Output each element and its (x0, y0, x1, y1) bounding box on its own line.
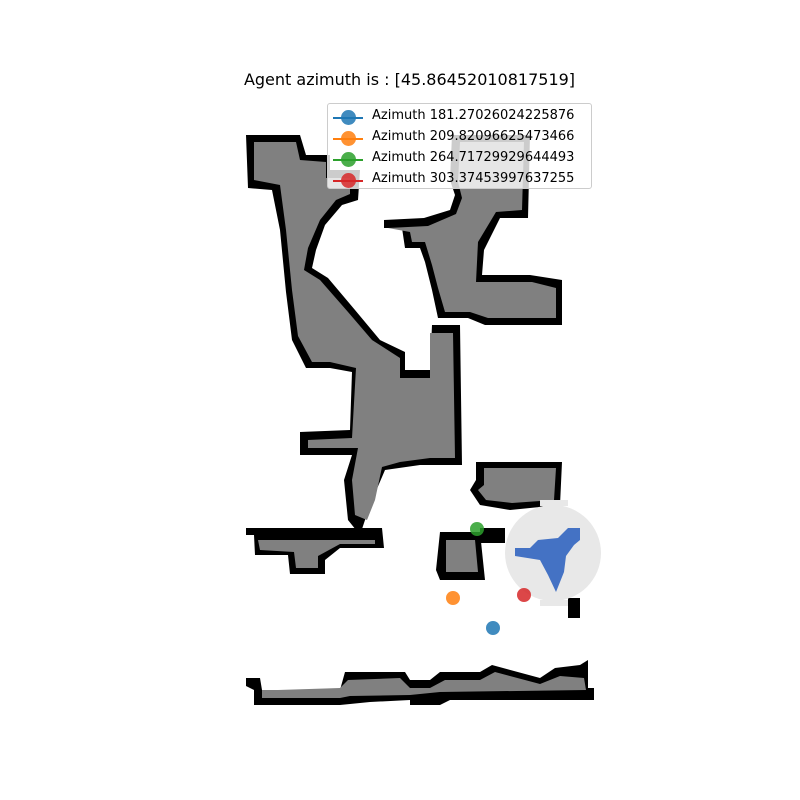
legend-marker (333, 131, 363, 146)
legend-label: Azimuth 303.37453997637255 (372, 171, 575, 186)
legend-item: Azimuth 264.71729929644493 (328, 149, 591, 169)
agent-arrow-icon (515, 528, 580, 592)
legend-marker (333, 110, 363, 125)
data-points (446, 522, 531, 635)
chart-legend: Azimuth 181.27026024225876 Azimuth 209.8… (327, 103, 592, 189)
legend-item: Azimuth 209.82096625473466 (328, 128, 591, 148)
legend-label: Azimuth 181.27026024225876 (372, 108, 575, 123)
legend-marker (333, 152, 363, 167)
scatter-point (446, 591, 460, 605)
legend-item: Azimuth 181.27026024225876 (328, 107, 591, 127)
legend-label: Azimuth 264.71729929644493 (372, 150, 575, 165)
legend-label: Azimuth 209.82096625473466 (372, 129, 575, 144)
chart-title: Agent azimuth is : [45.86452010817519] (243, 70, 576, 89)
legend-item: Azimuth 303.37453997637255 (328, 170, 591, 190)
scatter-point (517, 588, 531, 602)
scatter-point (470, 522, 484, 536)
scatter-point (486, 621, 500, 635)
legend-marker (333, 173, 363, 188)
